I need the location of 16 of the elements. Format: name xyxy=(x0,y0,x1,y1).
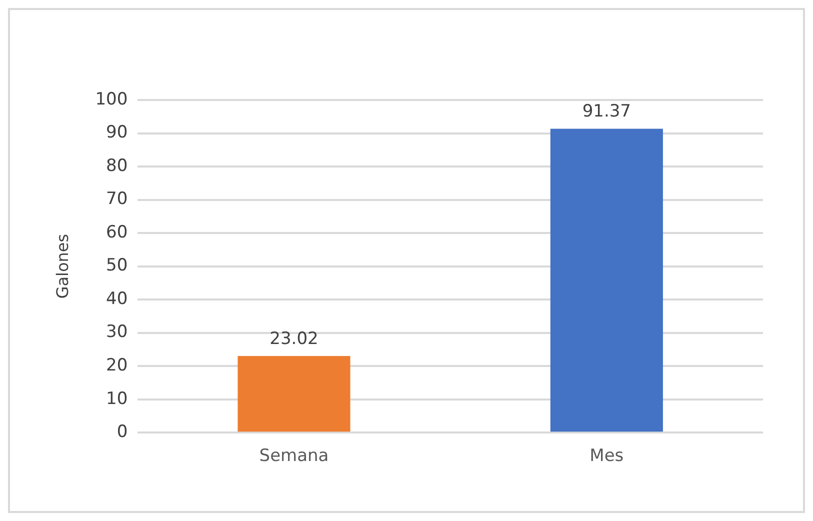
y-tick-label: 80 xyxy=(106,156,128,176)
y-tick-label: 70 xyxy=(106,189,128,210)
y-tick-label: 50 xyxy=(106,256,128,276)
y-tick-label: 40 xyxy=(106,288,128,309)
y-tick-label: 60 xyxy=(106,222,128,242)
data-label: 23.02 xyxy=(270,328,318,349)
x-tick-label: Semana xyxy=(259,446,329,466)
data-label: 91.37 xyxy=(582,102,631,122)
y-tick-label: 0 xyxy=(116,422,128,442)
y-axis-title: Galones xyxy=(52,234,72,299)
y-tick-label: 20 xyxy=(106,356,128,376)
y-tick-label: 30 xyxy=(106,322,128,342)
x-tick-label: Mes xyxy=(590,446,624,466)
y-tick-label: 10 xyxy=(106,388,128,409)
y-tick-label: 90 xyxy=(106,122,128,143)
y-tick-label: 100 xyxy=(95,89,128,110)
